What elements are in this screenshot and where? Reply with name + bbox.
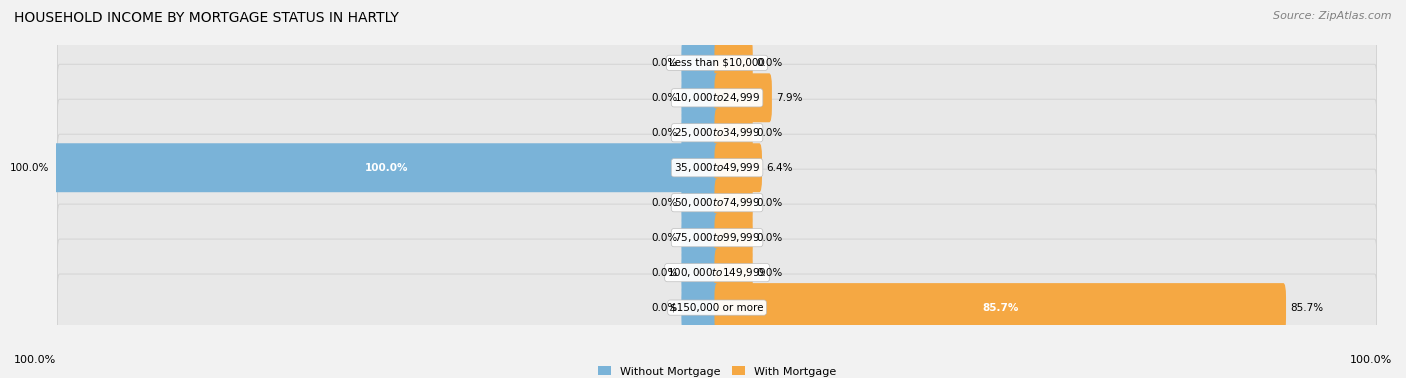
FancyBboxPatch shape [682, 108, 720, 157]
Text: 85.7%: 85.7% [1289, 303, 1323, 313]
Text: $150,000 or more: $150,000 or more [671, 303, 763, 313]
Legend: Without Mortgage, With Mortgage: Without Mortgage, With Mortgage [593, 362, 841, 378]
Text: $75,000 to $99,999: $75,000 to $99,999 [673, 231, 761, 244]
FancyBboxPatch shape [58, 29, 1376, 96]
FancyBboxPatch shape [682, 73, 720, 122]
FancyBboxPatch shape [682, 178, 720, 227]
Text: $50,000 to $74,999: $50,000 to $74,999 [673, 196, 761, 209]
FancyBboxPatch shape [714, 143, 762, 192]
FancyBboxPatch shape [714, 108, 752, 157]
Text: 0.0%: 0.0% [651, 198, 678, 208]
Text: Source: ZipAtlas.com: Source: ZipAtlas.com [1274, 11, 1392, 21]
Text: 0.0%: 0.0% [651, 303, 678, 313]
Text: $35,000 to $49,999: $35,000 to $49,999 [673, 161, 761, 174]
FancyBboxPatch shape [53, 143, 720, 192]
FancyBboxPatch shape [714, 283, 1286, 332]
FancyBboxPatch shape [58, 99, 1376, 166]
FancyBboxPatch shape [58, 169, 1376, 236]
Text: 0.0%: 0.0% [651, 58, 678, 68]
Text: Less than $10,000: Less than $10,000 [669, 58, 765, 68]
Text: 0.0%: 0.0% [651, 93, 678, 103]
Text: 0.0%: 0.0% [756, 268, 783, 277]
Text: 6.4%: 6.4% [766, 163, 793, 173]
FancyBboxPatch shape [714, 248, 752, 297]
FancyBboxPatch shape [714, 39, 752, 87]
FancyBboxPatch shape [58, 204, 1376, 271]
Text: $100,000 to $149,999: $100,000 to $149,999 [668, 266, 766, 279]
Text: 0.0%: 0.0% [756, 198, 783, 208]
Text: 0.0%: 0.0% [756, 128, 783, 138]
Text: 100.0%: 100.0% [14, 355, 56, 365]
Text: 100.0%: 100.0% [10, 163, 49, 173]
Text: 0.0%: 0.0% [756, 58, 783, 68]
FancyBboxPatch shape [682, 248, 720, 297]
FancyBboxPatch shape [58, 239, 1376, 306]
FancyBboxPatch shape [58, 64, 1376, 132]
Text: $10,000 to $24,999: $10,000 to $24,999 [673, 91, 761, 104]
FancyBboxPatch shape [714, 213, 752, 262]
FancyBboxPatch shape [714, 73, 772, 122]
Text: 85.7%: 85.7% [981, 303, 1018, 313]
FancyBboxPatch shape [682, 213, 720, 262]
Text: 100.0%: 100.0% [1350, 355, 1392, 365]
Text: 100.0%: 100.0% [366, 163, 408, 173]
FancyBboxPatch shape [682, 39, 720, 87]
Text: HOUSEHOLD INCOME BY MORTGAGE STATUS IN HARTLY: HOUSEHOLD INCOME BY MORTGAGE STATUS IN H… [14, 11, 399, 25]
Text: 7.9%: 7.9% [776, 93, 803, 103]
FancyBboxPatch shape [58, 274, 1376, 341]
Text: 0.0%: 0.0% [651, 128, 678, 138]
Text: 0.0%: 0.0% [756, 233, 783, 243]
Text: $25,000 to $34,999: $25,000 to $34,999 [673, 126, 761, 139]
FancyBboxPatch shape [58, 134, 1376, 201]
Text: 0.0%: 0.0% [651, 233, 678, 243]
Text: 0.0%: 0.0% [651, 268, 678, 277]
FancyBboxPatch shape [682, 283, 720, 332]
FancyBboxPatch shape [714, 178, 752, 227]
